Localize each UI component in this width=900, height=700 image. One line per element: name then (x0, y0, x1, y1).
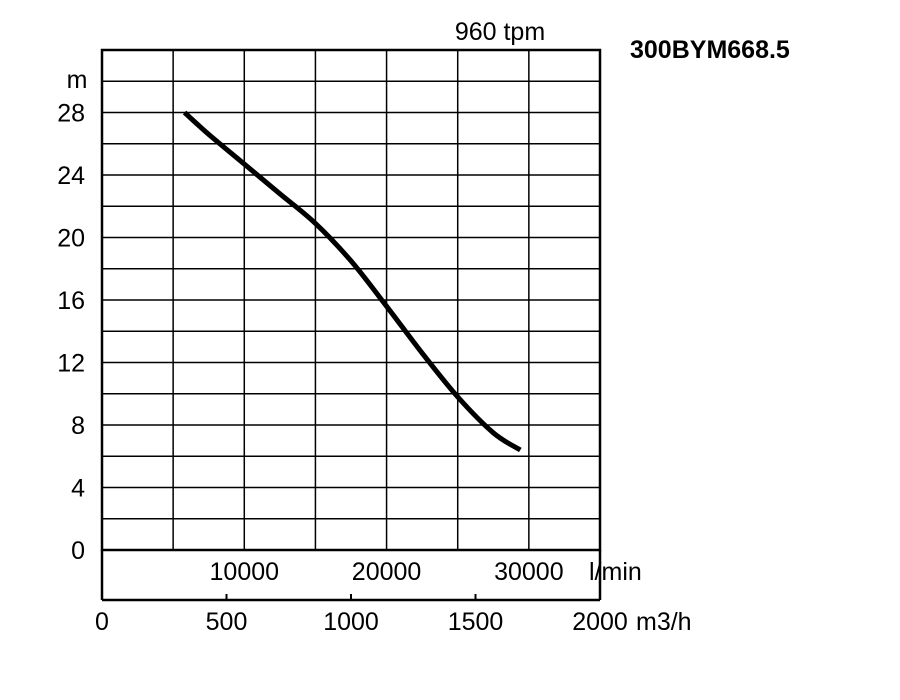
m3h-tick-label: 1000 (323, 608, 379, 636)
m3h-tick-label: 0 (95, 608, 109, 636)
model-title: 300BYM668.5 (630, 36, 790, 64)
plot-border (100, 48, 602, 552)
y-tick-label: 8 (71, 412, 85, 440)
label-group: 0 4 8 12 16 20 24 28 10000 20000 30000 0 500 1000 1500… (57, 100, 628, 637)
flow-unit-m3h: m3/h (636, 608, 692, 636)
chart-frame (100, 48, 602, 602)
y-tick-label: 12 (57, 350, 85, 378)
grid (102, 50, 600, 550)
y-tick-label: 28 (57, 100, 85, 128)
m3h-tick-label: 2000 (572, 608, 628, 636)
y-tick-label: 24 (57, 162, 85, 190)
speed-label: 960 tpm (455, 18, 545, 46)
y-tick-label: 20 (57, 225, 85, 253)
flow-unit-lmin: l/min (589, 558, 642, 586)
head-flow-curve (182, 110, 522, 453)
lmin-tick-label: 30000 (494, 558, 564, 586)
y-tick-label: 0 (71, 537, 85, 565)
y-axis-unit: m (67, 66, 88, 94)
lmin-tick-label: 20000 (352, 558, 422, 586)
m3h-tick-label: 500 (206, 608, 248, 636)
y-tick-label: 4 (71, 475, 85, 503)
m3h-tick-label: 1500 (448, 608, 504, 636)
lmin-tick-label: 10000 (210, 558, 280, 586)
y-tick-label: 16 (57, 287, 85, 315)
series-group (182, 110, 522, 453)
